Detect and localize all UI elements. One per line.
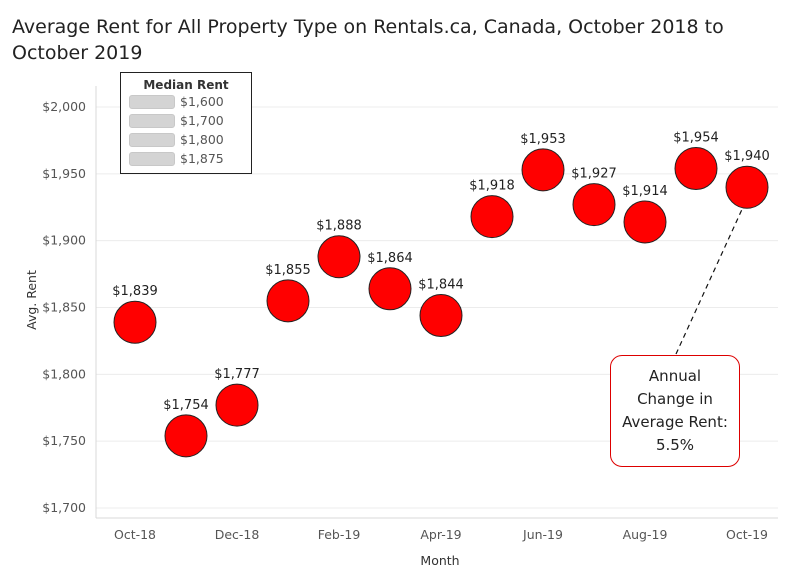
y-tick-label: $1,750: [42, 433, 86, 448]
y-tick-label: $1,900: [42, 233, 86, 248]
x-axis-title: Month: [420, 553, 459, 568]
legend-label: $1,800: [180, 132, 224, 147]
data-point: [215, 383, 259, 427]
x-tick-label: Oct-18: [114, 527, 156, 542]
data-label: $1,754: [163, 398, 209, 413]
data-point: [521, 148, 565, 192]
x-tick-label: Oct-19: [726, 527, 768, 542]
legend-swatch: [129, 151, 175, 166]
annotation-text: Annual Change in Average Rent: 5.5%: [622, 367, 728, 454]
data-label: $1,864: [367, 251, 413, 266]
legend-item: $1,600: [121, 92, 251, 111]
legend-swatch: [129, 94, 175, 109]
data-label: $1,954: [673, 130, 719, 145]
data-label: $1,953: [520, 132, 566, 147]
x-tick-label: Aug-19: [623, 527, 668, 542]
legend-label: $1,600: [180, 94, 224, 109]
legend[interactable]: Median Rent $1,600 $1,700 $1,800 $1,875: [120, 72, 252, 174]
data-point: [725, 165, 769, 209]
x-tick-label: Feb-19: [318, 527, 361, 542]
legend-item: $1,700: [121, 111, 251, 130]
data-point: [419, 294, 463, 338]
y-tick-label: $1,850: [42, 300, 86, 315]
data-label: $1,940: [724, 149, 770, 164]
x-tick-label: Jun-19: [522, 527, 563, 542]
axes: $2,000 $1,950 $1,900 $1,850 $1,800 $1,750 $1,7…: [24, 86, 778, 568]
chart-title: Average Rent for All Property Type on Re…: [12, 16, 724, 64]
legend-swatch: [129, 132, 175, 147]
data-point: [368, 267, 412, 311]
x-tick-label: Apr-19: [420, 527, 461, 542]
data-label: $1,927: [571, 167, 617, 182]
data-point: [164, 414, 208, 458]
x-tick-label: Dec-18: [215, 527, 260, 542]
y-tick-label: $2,000: [42, 99, 86, 114]
data-label: $1,918: [469, 179, 515, 194]
legend-item: $1,800: [121, 130, 251, 149]
legend-swatch: [129, 113, 175, 128]
y-axis-title: Avg. Rent: [24, 270, 39, 330]
legend-label: $1,875: [180, 151, 224, 166]
legend-title: Median Rent: [143, 78, 229, 92]
data-label: $1,777: [214, 367, 260, 382]
annotation-connector: [675, 206, 744, 355]
data-point: [572, 183, 616, 227]
y-tick-label: $1,950: [42, 166, 86, 181]
data-point: [470, 195, 514, 239]
data-label: $1,914: [622, 184, 668, 199]
data-point: [674, 146, 718, 190]
y-tick-label: $1,700: [42, 500, 86, 515]
y-tick-label: $1,800: [42, 366, 86, 381]
data-label: $1,855: [265, 263, 311, 278]
data-points: $1,839 $1,754 $1,777 $1,855 $1,888 $1,864 $1,8…: [112, 130, 770, 458]
data-label: $1,844: [418, 278, 464, 293]
data-point: [113, 300, 157, 344]
data-label: $1,888: [316, 219, 362, 234]
annotation-box: Annual Change in Average Rent: 5.5%: [610, 355, 740, 467]
data-point: [623, 200, 667, 244]
data-point: [266, 279, 310, 323]
legend-item: $1,875: [121, 149, 251, 168]
data-point: [317, 235, 361, 279]
data-label: $1,839: [112, 284, 158, 299]
legend-label: $1,700: [180, 113, 224, 128]
